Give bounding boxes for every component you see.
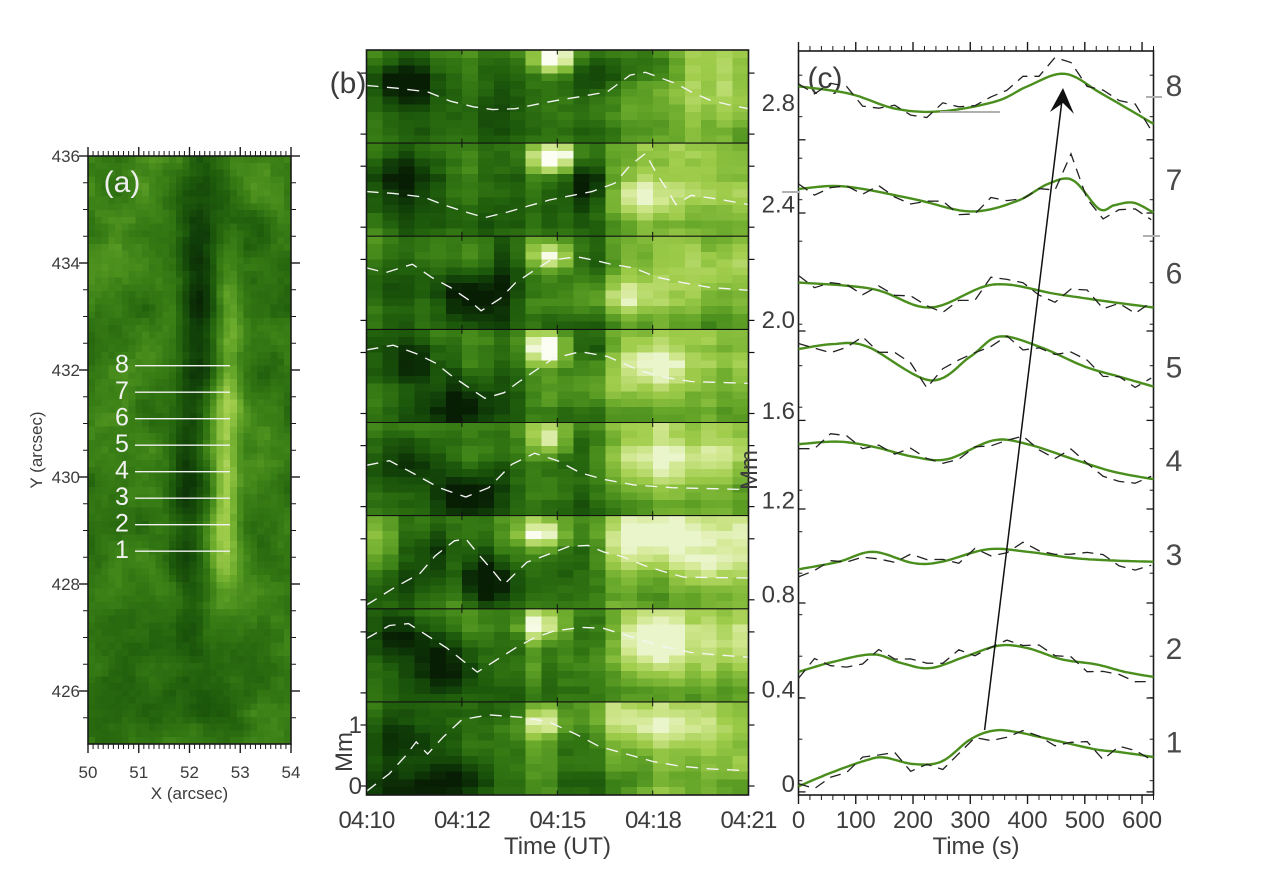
svg-text:53: 53 [231, 763, 250, 782]
svg-text:54: 54 [282, 763, 301, 782]
svg-text:430: 430 [52, 468, 80, 487]
svg-text:428: 428 [52, 575, 80, 594]
svg-text:51: 51 [129, 763, 148, 782]
svg-text:436: 436 [52, 147, 80, 166]
svg-text:3: 3 [115, 483, 129, 511]
svg-text:X (arcsec): X (arcsec) [151, 784, 228, 803]
svg-text:Y (arcsec): Y (arcsec) [27, 411, 46, 488]
svg-text:5: 5 [115, 430, 129, 458]
svg-text:6: 6 [115, 404, 129, 432]
svg-text:4: 4 [115, 457, 129, 485]
svg-text:432: 432 [52, 361, 80, 380]
svg-text:52: 52 [180, 763, 199, 782]
svg-text:1: 1 [115, 536, 129, 564]
svg-text:8: 8 [115, 351, 129, 379]
svg-text:50: 50 [79, 763, 98, 782]
svg-text:(a): (a) [104, 166, 141, 199]
svg-text:434: 434 [52, 254, 80, 273]
svg-text:7: 7 [115, 377, 129, 405]
svg-text:2: 2 [115, 510, 129, 538]
svg-text:426: 426 [52, 682, 80, 701]
